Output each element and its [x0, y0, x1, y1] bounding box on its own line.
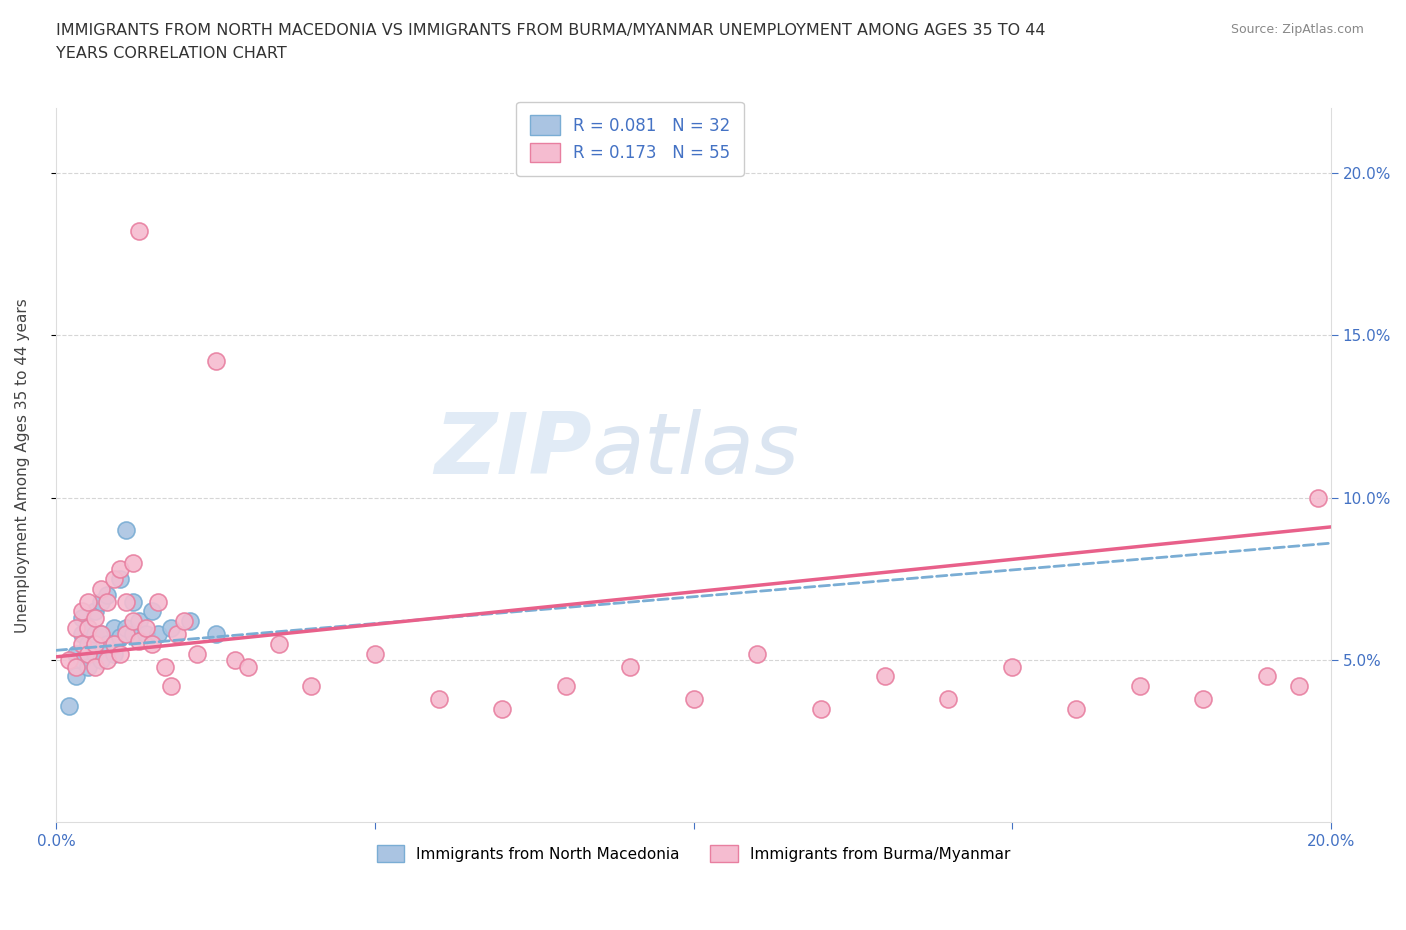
Point: [83, 646, 105, 661]
Point: [1256, 669, 1278, 684]
Point: [160, 679, 183, 694]
Point: [160, 620, 183, 635]
Point: [108, 562, 131, 577]
Point: [96, 588, 118, 603]
Point: [128, 224, 150, 239]
Point: [135, 620, 157, 635]
Point: [153, 659, 176, 674]
Point: [427, 692, 450, 707]
Point: [77, 594, 100, 609]
Point: [128, 633, 150, 648]
Point: [90, 653, 112, 668]
Point: [682, 692, 704, 707]
Point: [747, 646, 769, 661]
Point: [128, 614, 150, 629]
Point: [135, 627, 157, 642]
Point: [65, 669, 87, 684]
Point: [108, 571, 131, 586]
Point: [115, 620, 138, 635]
Point: [364, 646, 387, 661]
Point: [555, 679, 578, 694]
Point: [108, 630, 131, 644]
Point: [179, 614, 201, 629]
Point: [619, 659, 641, 674]
Point: [204, 627, 226, 642]
Point: [108, 646, 131, 661]
Text: atlas: atlas: [592, 409, 800, 492]
Point: [90, 627, 112, 642]
Point: [96, 594, 118, 609]
Point: [65, 646, 87, 661]
Y-axis label: Unemployment Among Ages 35 to 44 years: Unemployment Among Ages 35 to 44 years: [15, 298, 30, 632]
Point: [65, 659, 87, 674]
Point: [83, 604, 105, 618]
Text: ZIP: ZIP: [434, 409, 592, 492]
Point: [77, 646, 100, 661]
Point: [1288, 679, 1310, 694]
Text: YEARS CORRELATION CHART: YEARS CORRELATION CHART: [56, 46, 287, 61]
Point: [83, 627, 105, 642]
Point: [186, 646, 208, 661]
Point: [121, 614, 143, 629]
Point: [1064, 701, 1087, 716]
Point: [65, 620, 87, 635]
Point: [1129, 679, 1152, 694]
Point: [204, 353, 226, 368]
Point: [1306, 490, 1329, 505]
Point: [70, 627, 93, 642]
Point: [269, 636, 291, 651]
Point: [58, 653, 80, 668]
Point: [77, 636, 100, 651]
Point: [115, 594, 138, 609]
Point: [70, 653, 93, 668]
Point: [141, 604, 163, 618]
Point: [103, 571, 125, 586]
Point: [90, 594, 112, 609]
Point: [90, 627, 112, 642]
Point: [115, 523, 138, 538]
Point: [121, 594, 143, 609]
Point: [491, 701, 513, 716]
Point: [1192, 692, 1215, 707]
Point: [148, 627, 170, 642]
Point: [58, 698, 80, 713]
Point: [121, 555, 143, 570]
Point: [166, 627, 188, 642]
Text: IMMIGRANTS FROM NORTH MACEDONIA VS IMMIGRANTS FROM BURMA/MYANMAR UNEMPLOYMENT AM: IMMIGRANTS FROM NORTH MACEDONIA VS IMMIG…: [56, 23, 1046, 38]
Point: [90, 581, 112, 596]
Point: [77, 620, 100, 635]
Point: [70, 610, 93, 625]
Point: [938, 692, 960, 707]
Point: [96, 653, 118, 668]
Point: [236, 659, 259, 674]
Point: [1001, 659, 1024, 674]
Point: [141, 636, 163, 651]
Point: [224, 653, 246, 668]
Point: [83, 659, 105, 674]
Point: [810, 701, 832, 716]
Point: [103, 646, 125, 661]
Point: [77, 659, 100, 674]
Legend: Immigrants from North Macedonia, Immigrants from Burma/Myanmar: Immigrants from North Macedonia, Immigra…: [371, 839, 1017, 869]
Point: [77, 620, 100, 635]
Point: [103, 620, 125, 635]
Point: [70, 636, 93, 651]
Text: Source: ZipAtlas.com: Source: ZipAtlas.com: [1230, 23, 1364, 36]
Point: [121, 627, 143, 642]
Point: [96, 636, 118, 651]
Point: [299, 679, 322, 694]
Point: [103, 636, 125, 651]
Point: [115, 627, 138, 642]
Point: [83, 636, 105, 651]
Point: [873, 669, 896, 684]
Point: [173, 614, 195, 629]
Point: [70, 604, 93, 618]
Point: [83, 610, 105, 625]
Point: [148, 594, 170, 609]
